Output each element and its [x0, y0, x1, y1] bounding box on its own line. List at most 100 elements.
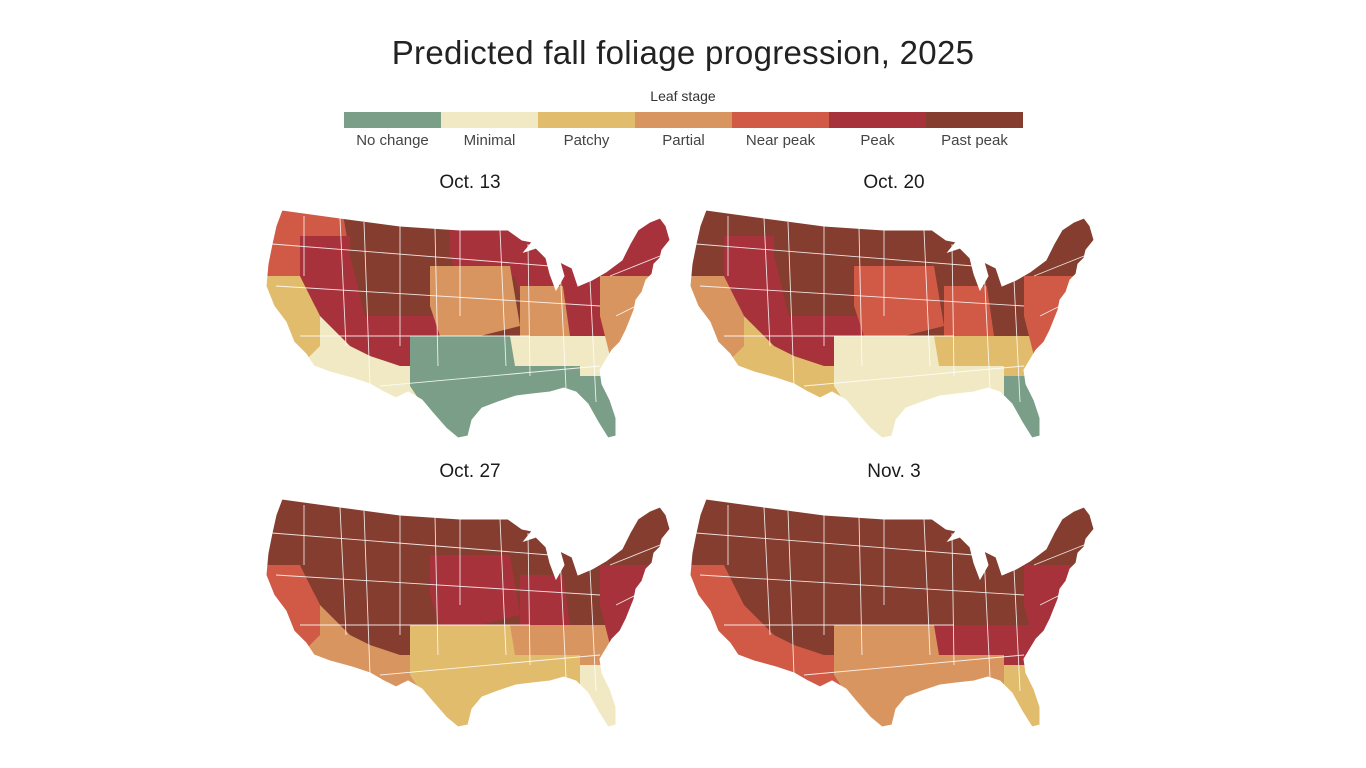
zone-florida [1004, 665, 1054, 727]
state-border [363, 221, 371, 387]
legend-item-peak: Peak [829, 112, 926, 149]
state-border [609, 255, 661, 277]
state-border [499, 518, 507, 656]
us-foliage-map [265, 209, 671, 439]
map-panel-oct-20: Oct. 20 [684, 172, 1104, 452]
foliage-zones [266, 499, 670, 727]
legend-item-patchy: Patchy [538, 112, 635, 149]
state-border [763, 217, 771, 347]
us-outline [265, 209, 671, 439]
us-foliage-map [265, 498, 671, 728]
state-border [527, 243, 531, 377]
legend-label: Peak [860, 132, 895, 149]
zone-mid-atlantic [1024, 276, 1084, 356]
leaf-stage-legend: No change Minimal Patchy Partial Near pe… [344, 112, 1023, 149]
state-border [695, 532, 975, 556]
state-border [589, 568, 597, 692]
zone-florida [580, 665, 630, 727]
legend-swatch [635, 112, 732, 128]
state-border [275, 285, 601, 307]
us-outline [689, 498, 1095, 728]
zone-central-plains [430, 266, 520, 336]
state-border [339, 217, 347, 347]
page-title: Predicted fall foliage progression, 2025 [391, 34, 975, 71]
zone-florida [580, 376, 630, 438]
legend-swatch [538, 112, 635, 128]
us-foliage-map [689, 498, 1095, 728]
foliage-zones [266, 210, 670, 438]
state-border [695, 243, 975, 267]
zone-great-lakes [510, 210, 600, 296]
panel-date-label: Oct. 13 [439, 172, 501, 193]
state-border [923, 518, 931, 656]
legend-swatch [926, 112, 1023, 128]
legend-title: Leaf stage [650, 88, 716, 104]
state-border [858, 516, 863, 656]
us-foliage-map [689, 209, 1095, 439]
zone-great-lakes [510, 499, 600, 585]
zone-great-lakes [934, 499, 1024, 585]
legend-item-partial: Partial [635, 112, 732, 149]
us-outline [689, 209, 1095, 439]
state-border [363, 510, 371, 676]
map-panel-nov-3: Nov. 3 [684, 461, 1104, 741]
state-border [983, 265, 991, 389]
map-panel-oct-13: Oct. 13 [260, 172, 680, 452]
state-border [379, 654, 601, 676]
panel-date-label: Oct. 27 [439, 461, 501, 482]
legend-label: Patchy [563, 132, 610, 149]
state-border [1013, 279, 1021, 403]
state-border [1033, 544, 1085, 566]
state-border [339, 506, 347, 636]
state-border [787, 510, 795, 676]
state-border [379, 365, 601, 387]
legend-label: Minimal [463, 132, 516, 149]
legend-item-no-change: No change [344, 112, 441, 149]
foliage-zones [690, 499, 1094, 727]
state-border [499, 229, 507, 367]
state-border [527, 532, 531, 666]
zone-great-lakes [934, 210, 1024, 296]
state-border [923, 229, 931, 367]
panel-date-label: Oct. 20 [863, 172, 925, 193]
legend-label: Partial [662, 132, 705, 149]
legend-swatch [344, 112, 441, 128]
state-border [559, 265, 567, 389]
state-border [699, 574, 1025, 596]
state-border [589, 279, 597, 403]
state-border [271, 243, 551, 267]
legend-swatch [829, 112, 926, 128]
legend-swatch [441, 112, 538, 128]
zone-mid-atlantic [1024, 565, 1084, 645]
state-border [858, 227, 863, 367]
state-border [763, 506, 771, 636]
state-border [1013, 568, 1021, 692]
state-border [951, 243, 955, 377]
us-outline [265, 498, 671, 728]
panel-date-label: Nov. 3 [867, 461, 921, 482]
zone-florida [1004, 376, 1054, 438]
state-border [983, 554, 991, 678]
zone-central-plains [854, 555, 944, 625]
state-border [803, 654, 1025, 676]
zone-central-plains [854, 266, 944, 336]
legend-item-near-peak: Near peak [732, 112, 829, 149]
state-border [1033, 255, 1085, 277]
state-border [271, 532, 551, 556]
legend-item-past-peak: Past peak [926, 112, 1023, 149]
legend-swatch [732, 112, 829, 128]
legend-label: No change [356, 132, 429, 149]
state-border [787, 221, 795, 387]
state-border [434, 516, 439, 656]
legend-item-minimal: Minimal [441, 112, 538, 149]
zone-central-plains [430, 555, 520, 625]
map-panel-oct-27: Oct. 27 [260, 461, 680, 741]
state-border [951, 532, 955, 666]
zone-mid-atlantic [600, 276, 660, 356]
state-border [803, 365, 1025, 387]
zone-mid-atlantic [600, 565, 660, 645]
state-border [275, 574, 601, 596]
legend-label: Near peak [745, 132, 816, 149]
state-border [699, 285, 1025, 307]
